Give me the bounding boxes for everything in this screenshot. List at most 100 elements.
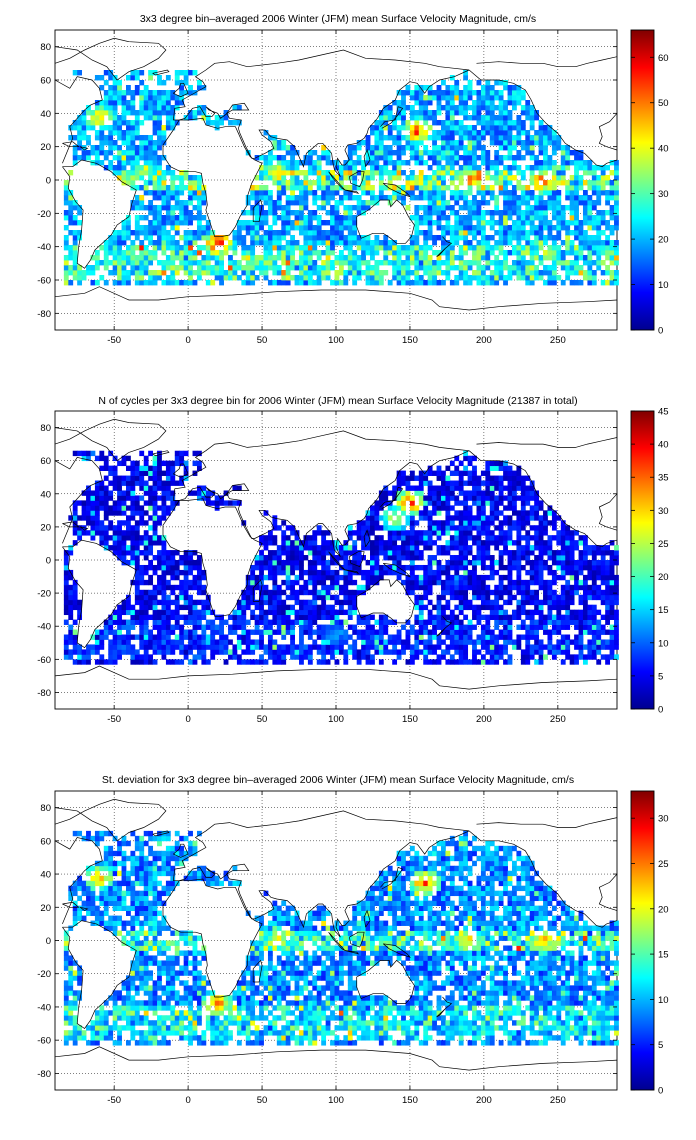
heatmap-cell <box>117 280 122 286</box>
heatmap-cell <box>201 195 207 201</box>
heatmap-cell <box>449 75 455 81</box>
heatmap-cell <box>507 190 513 196</box>
heatmap-cell <box>427 520 433 526</box>
heatmap-cell <box>445 275 451 281</box>
heatmap-cell <box>143 265 149 271</box>
heatmap-cell <box>294 589 300 596</box>
heatmap-cell <box>307 644 313 650</box>
heatmap-cell <box>409 500 415 506</box>
heatmap-cell <box>139 614 145 620</box>
heatmap-cell <box>134 195 140 201</box>
heatmap-cell <box>290 245 295 251</box>
heatmap-cell <box>449 195 455 201</box>
heatmap-cell <box>480 280 486 286</box>
heatmap-cell <box>432 629 437 635</box>
heatmap-cell <box>72 215 78 221</box>
heatmap-cell <box>321 550 327 556</box>
heatmap-cell <box>543 220 548 226</box>
heatmap-cell <box>361 520 366 526</box>
heatmap-cell <box>343 235 349 241</box>
heatmap-cell <box>436 255 442 261</box>
panel-title: 3x3 degree bin–averaged 2006 Winter (JFM… <box>140 13 536 25</box>
heatmap-cell <box>516 200 522 206</box>
heatmap-cell <box>511 270 517 276</box>
heatmap-cell <box>392 195 398 201</box>
heatmap-cell <box>86 490 91 496</box>
heatmap-cell <box>272 145 278 151</box>
heatmap-cell <box>312 270 318 276</box>
heatmap-cell <box>130 120 136 126</box>
heatmap-cell <box>423 145 429 151</box>
heatmap-cell <box>445 560 451 566</box>
heatmap-cell <box>330 644 335 650</box>
heatmap-cell <box>86 155 91 161</box>
heatmap-cell <box>489 85 495 91</box>
heatmap-cell <box>574 210 579 216</box>
heatmap-cell <box>134 530 140 536</box>
heatmap-cell <box>538 170 544 176</box>
heatmap-cell <box>361 569 366 576</box>
heatmap-cell <box>228 614 233 620</box>
heatmap-cell <box>281 599 287 606</box>
heatmap-cell <box>378 574 384 581</box>
heatmap-cell <box>445 624 451 630</box>
heatmap-cell <box>489 90 495 96</box>
heatmap-cell <box>188 629 193 635</box>
heatmap-cell <box>157 80 162 86</box>
heatmap-cell <box>370 545 375 551</box>
heatmap-cell <box>152 639 158 645</box>
heatmap-cell <box>299 270 304 276</box>
heatmap-cell <box>196 619 202 625</box>
heatmap-cell <box>356 614 362 620</box>
heatmap-cell <box>534 180 540 186</box>
heatmap-cell <box>196 485 202 491</box>
heatmap-cell <box>183 584 189 591</box>
heatmap-cell <box>418 649 424 655</box>
heatmap-cell <box>587 195 593 201</box>
heatmap-cell <box>427 200 433 206</box>
heatmap-cell <box>63 569 69 576</box>
heatmap-cell <box>134 110 140 116</box>
heatmap-cell <box>423 230 429 236</box>
heatmap-cell <box>334 205 340 211</box>
heatmap-cell <box>281 545 287 551</box>
heatmap-cell <box>250 629 256 635</box>
heatmap-cell <box>503 205 508 211</box>
heatmap-cell <box>396 495 402 501</box>
heatmap-cell <box>343 255 349 261</box>
heatmap-cell <box>565 220 571 226</box>
heatmap-cell <box>161 480 167 486</box>
heatmap-cell <box>352 639 358 645</box>
heatmap-cell <box>370 170 375 176</box>
heatmap-cell <box>201 644 207 650</box>
heatmap-cell <box>196 270 202 276</box>
heatmap-cell <box>405 644 411 650</box>
heatmap-cell <box>267 564 273 571</box>
heatmap-cell <box>285 594 291 601</box>
heatmap-cell <box>414 235 420 241</box>
heatmap-cell <box>325 255 331 261</box>
heatmap-cell <box>374 550 380 556</box>
heatmap-cell <box>538 185 544 191</box>
heatmap-cell <box>347 250 353 256</box>
heatmap-cell <box>356 584 362 591</box>
heatmap-cell <box>405 574 411 581</box>
heatmap-cell <box>587 170 593 176</box>
heatmap-cell <box>338 255 344 261</box>
heatmap-cell <box>307 150 313 156</box>
heatmap-cell <box>480 275 486 281</box>
heatmap-cell <box>179 170 185 176</box>
heatmap-cell <box>343 170 349 176</box>
heatmap-cell <box>148 225 154 231</box>
heatmap-cell <box>441 240 446 246</box>
heatmap-cell <box>103 70 109 76</box>
heatmap-cell <box>134 634 140 640</box>
heatmap-cell <box>370 195 375 201</box>
heatmap-cell <box>303 155 309 161</box>
heatmap-cell <box>281 589 287 596</box>
heatmap-cell <box>90 500 96 506</box>
heatmap-cell <box>330 540 335 546</box>
heatmap-cell <box>449 170 455 176</box>
heatmap-cell <box>454 145 460 151</box>
heatmap-cell <box>432 265 437 271</box>
